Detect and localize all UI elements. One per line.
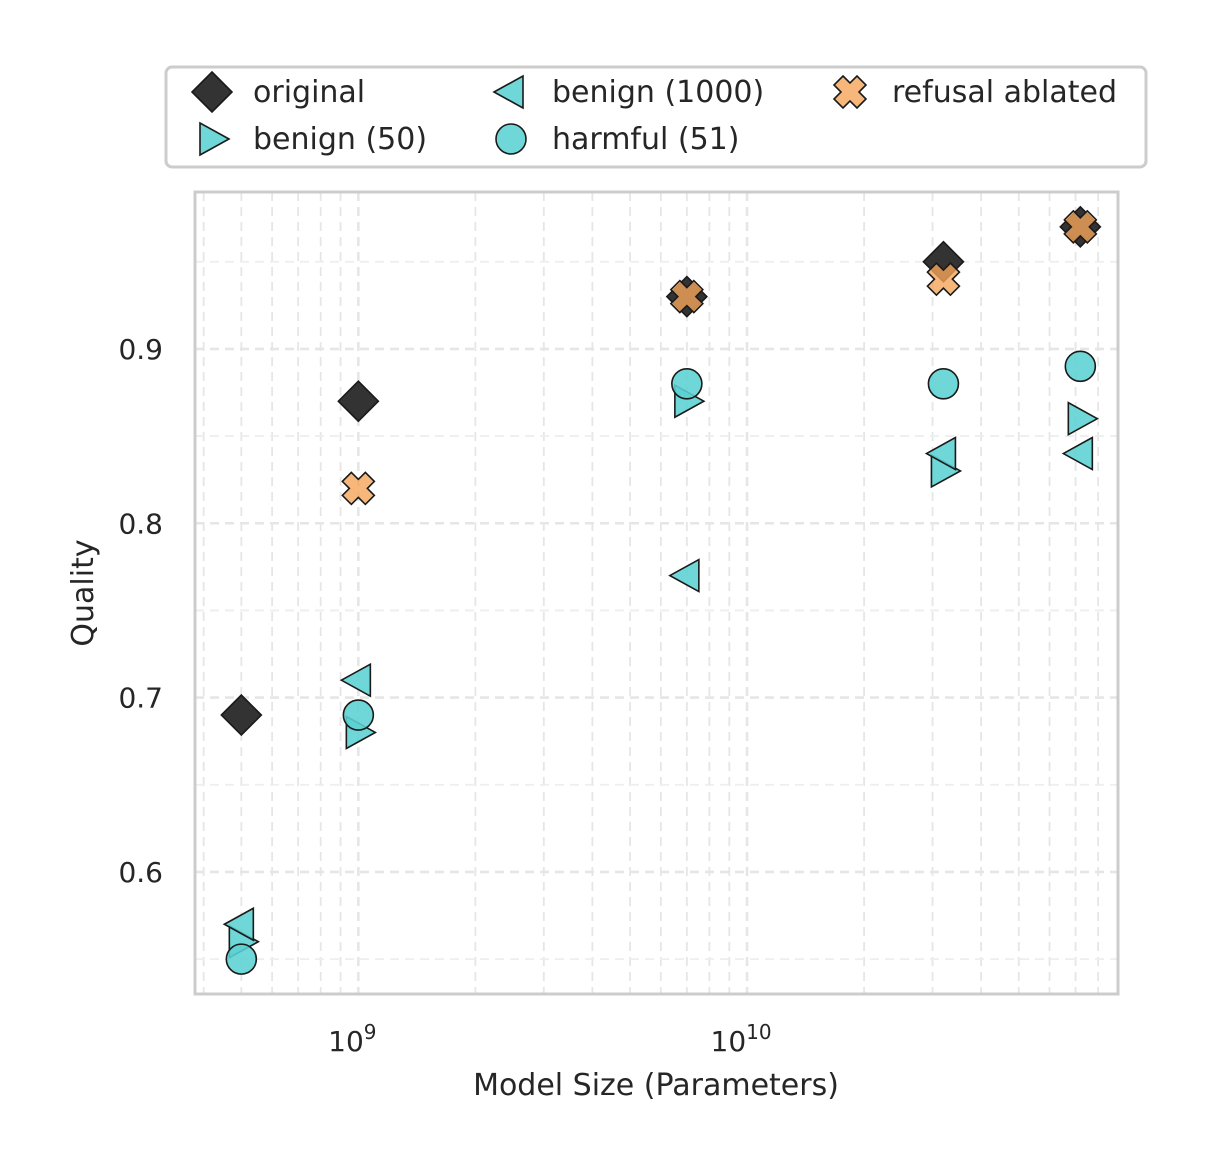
data-point [225, 943, 258, 975]
x-tick-label: 1010 [711, 1020, 772, 1058]
tick-labels: 0.6 0.7 0.8 0.9 109 1010 [118, 333, 771, 1058]
data-point [342, 699, 375, 731]
legend-label: benign (50) [253, 122, 427, 157]
legend-marker [199, 121, 231, 157]
series-benign-1000 [222, 436, 1094, 942]
legend-label: original [253, 75, 365, 110]
data-point [1063, 209, 1098, 245]
legend-label: benign (1000) [552, 75, 764, 110]
data-point [668, 558, 700, 593]
data-point [1067, 401, 1099, 437]
legend-entry: benign (50) [199, 121, 427, 157]
legend-entry: benign (1000) [492, 74, 764, 110]
series-harmful-51 [225, 350, 1097, 975]
data-point [926, 262, 961, 297]
legend-label: refusal ablated [892, 75, 1117, 110]
y-tick-label: 0.9 [118, 333, 163, 366]
data-point [337, 380, 380, 423]
data-point [339, 662, 372, 698]
legend-marker [190, 70, 234, 114]
legend-marker [495, 123, 527, 155]
data-point [341, 471, 376, 506]
series-refusal-ablated [341, 209, 1098, 506]
x-tick-label: 109 [328, 1020, 376, 1058]
legend-marker [832, 74, 868, 110]
legend-label: harmful (51) [552, 122, 739, 157]
y-tick-label: 0.7 [118, 682, 163, 715]
data-point [222, 906, 255, 942]
plot-frame [193, 190, 1120, 996]
data-point [924, 436, 957, 471]
legend-marker [492, 74, 524, 110]
grid [195, 192, 1119, 994]
y-tick-label: 0.6 [118, 856, 163, 889]
data-marks [220, 205, 1102, 975]
legend: original benign (50) benign (1000) harmful … [164, 65, 1148, 169]
legend-frame [164, 65, 1148, 169]
legend-entry: refusal ablated [832, 74, 1117, 110]
y-tick-label: 0.8 [118, 507, 163, 540]
data-point [1064, 350, 1097, 383]
data-point [669, 279, 704, 314]
data-point [927, 367, 960, 400]
data-point [671, 367, 703, 400]
legend-entry: harmful (51) [495, 122, 739, 157]
legend-entry: original [190, 70, 365, 114]
x-axis-label: Model Size (Parameters) [473, 1068, 839, 1103]
data-point [220, 693, 263, 737]
data-point [1061, 436, 1094, 471]
y-axis-label: Quality [66, 539, 101, 646]
